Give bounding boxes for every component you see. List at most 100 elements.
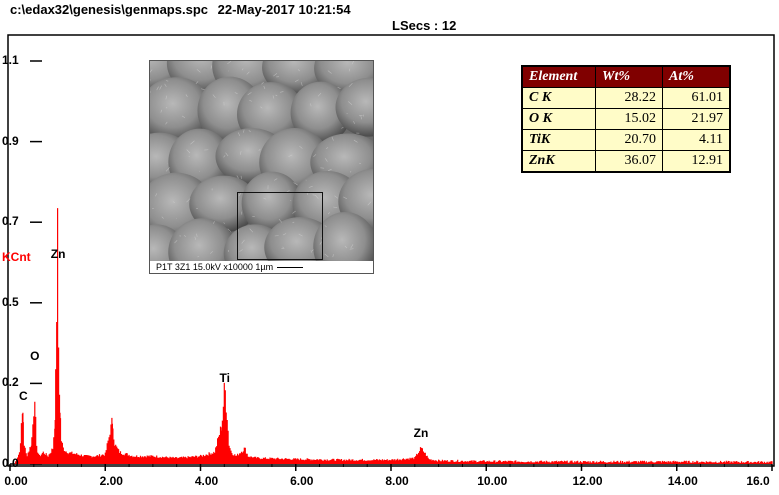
sem-texture-stroke <box>298 233 303 237</box>
sem-texture-stroke <box>315 195 319 199</box>
element-cell: O K <box>521 108 596 130</box>
sem-texture-stroke <box>348 82 353 88</box>
sem-texture-stroke <box>324 158 328 162</box>
sem-texture-stroke <box>341 126 344 129</box>
sem-image: P1T 3Z1 15.0kV x10000 1µm <box>149 60 374 274</box>
y-tick-label: 0.7 <box>2 214 19 229</box>
sem-texture-stroke <box>328 168 332 171</box>
sem-texture-stroke <box>236 175 239 179</box>
sem-texture-stroke <box>300 82 303 86</box>
sem-texture-stroke <box>332 254 334 258</box>
sem-texture-stroke <box>299 145 303 149</box>
sem-grain <box>189 175 258 233</box>
element-cell: ZnK <box>521 150 596 173</box>
sem-texture-stroke <box>156 86 159 91</box>
acquisition-timestamp: 22-May-2017 10:21:54 <box>217 2 351 17</box>
sem-texture-stroke <box>337 86 341 89</box>
at-cell: 12.91 <box>662 150 731 173</box>
sem-texture-stroke <box>196 69 201 73</box>
y-tick-label: 0.9 <box>2 133 19 148</box>
y-axis-label: KCnt <box>2 250 31 264</box>
peak-label: Zn <box>50 246 66 261</box>
x-tick-label: 12.00 <box>572 474 603 488</box>
sem-texture-stroke <box>160 109 163 113</box>
sem-texture-stroke <box>210 251 213 254</box>
sem-texture-stroke <box>183 235 187 237</box>
sem-texture-stroke <box>261 81 264 85</box>
x-tick-label: 0.00 <box>4 474 28 488</box>
sem-texture-stroke <box>186 149 191 154</box>
sem-texture-stroke <box>317 92 322 97</box>
sem-texture-stroke <box>223 222 226 224</box>
sem-texture-stroke <box>181 115 186 118</box>
sem-texture-stroke <box>173 201 175 203</box>
sem-texture-stroke <box>248 130 251 133</box>
sem-texture-stroke <box>195 81 199 84</box>
table-row: ZnK 36.07 12.91 <box>521 150 731 173</box>
sem-grain <box>241 171 303 235</box>
sem-texture-stroke <box>263 85 266 89</box>
peak-label: C <box>18 389 28 404</box>
sem-caption-text: P1T 3Z1 15.0kV x10000 1µm <box>156 262 274 272</box>
sem-texture-stroke <box>190 140 195 145</box>
x-tick-label: 8.00 <box>385 474 409 488</box>
sem-texture-stroke <box>333 206 338 209</box>
sem-texture-stroke <box>334 195 339 199</box>
sem-texture-stroke <box>367 201 372 206</box>
spectrum-header: c:\edax32\genesis\genmaps.spc 22-May-201… <box>10 2 351 17</box>
sem-texture-stroke <box>273 73 278 77</box>
x-tick-label: 4.00 <box>194 474 219 488</box>
sem-texture-stroke <box>227 61 232 65</box>
sem-texture-stroke <box>165 167 171 172</box>
sem-texture-stroke <box>331 136 334 141</box>
sem-texture-stroke <box>282 233 287 236</box>
wt-cell: 28.22 <box>595 87 663 109</box>
sem-texture-stroke <box>350 244 354 249</box>
sem-texture-stroke <box>161 216 164 219</box>
sem-texture-stroke <box>237 132 241 136</box>
wt-cell: 20.70 <box>595 129 663 151</box>
header-element: Element <box>521 65 596 88</box>
sem-texture-stroke <box>196 233 198 237</box>
sem-texture-stroke <box>310 103 312 107</box>
x-tick-label: 14.00 <box>667 474 698 488</box>
sem-texture-stroke <box>308 185 313 188</box>
sem-texture-stroke <box>241 239 245 244</box>
sem-texture-stroke <box>239 249 243 252</box>
sem-texture-stroke <box>164 83 167 87</box>
peak-label: O <box>30 349 40 364</box>
sem-texture-stroke <box>351 61 355 65</box>
sem-texture-stroke <box>282 246 284 249</box>
x-tick-label: 10.00 <box>477 474 508 488</box>
sem-texture-stroke <box>327 70 332 74</box>
y-tick-label: 0.0 <box>2 456 19 470</box>
sem-micrograph <box>150 61 373 273</box>
sem-texture-stroke <box>165 121 168 125</box>
sem-texture-stroke <box>151 208 154 210</box>
sem-texture-stroke <box>263 197 267 200</box>
sem-texture-stroke <box>239 150 242 155</box>
sem-texture-stroke <box>242 68 244 71</box>
live-seconds: LSecs : 12 <box>392 18 457 33</box>
sem-texture-stroke <box>274 178 278 181</box>
sem-texture-stroke <box>312 194 317 196</box>
peak-label: Ti <box>219 371 231 386</box>
table-row: C K 28.22 61.01 <box>521 87 731 109</box>
sem-texture-stroke <box>311 249 314 252</box>
header-wt: Wt% <box>595 65 663 88</box>
y-tick-label: 0.5 <box>2 294 19 309</box>
sem-texture-stroke <box>348 101 353 106</box>
sem-texture-stroke <box>294 79 299 82</box>
at-cell: 61.01 <box>662 87 731 109</box>
sem-texture-stroke <box>325 147 329 149</box>
sem-texture-stroke <box>165 95 168 100</box>
sem-texture-stroke <box>247 92 252 96</box>
sem-grain <box>290 81 351 144</box>
sem-texture-stroke <box>150 69 153 73</box>
sem-texture-stroke <box>166 106 168 109</box>
sem-texture-stroke <box>223 155 226 158</box>
table-header-row: Element Wt% At% <box>521 65 731 88</box>
header-at: At% <box>662 65 731 88</box>
sem-texture-stroke <box>278 218 282 223</box>
sem-texture-stroke <box>200 88 205 90</box>
